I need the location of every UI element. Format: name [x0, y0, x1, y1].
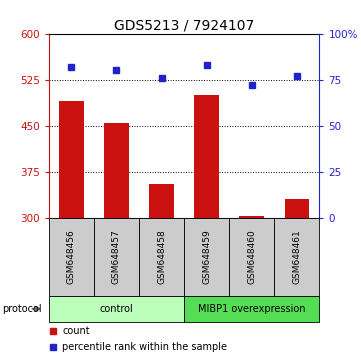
Text: protocol: protocol — [2, 304, 42, 314]
Bar — [59, 101, 84, 218]
Bar — [194, 95, 219, 218]
Text: percentile rank within the sample: percentile rank within the sample — [62, 342, 227, 352]
Bar — [149, 184, 174, 218]
Text: GSM648461: GSM648461 — [292, 229, 301, 284]
Text: GSM648458: GSM648458 — [157, 229, 166, 284]
Bar — [239, 217, 264, 218]
Bar — [104, 122, 129, 218]
Bar — [284, 199, 309, 218]
Bar — [274, 218, 319, 296]
Bar — [49, 296, 184, 322]
Bar — [184, 218, 229, 296]
Text: GSM648457: GSM648457 — [112, 229, 121, 284]
Bar — [229, 218, 274, 296]
Bar — [184, 296, 319, 322]
Text: GSM648459: GSM648459 — [202, 229, 211, 284]
Bar — [94, 218, 139, 296]
Text: control: control — [100, 304, 133, 314]
Text: GSM648460: GSM648460 — [247, 229, 256, 284]
Text: count: count — [62, 326, 90, 336]
Bar — [49, 218, 94, 296]
Text: MIBP1 overexpression: MIBP1 overexpression — [198, 304, 305, 314]
Bar — [139, 218, 184, 296]
Title: GDS5213 / 7924107: GDS5213 / 7924107 — [114, 18, 254, 33]
Text: GSM648456: GSM648456 — [67, 229, 76, 284]
